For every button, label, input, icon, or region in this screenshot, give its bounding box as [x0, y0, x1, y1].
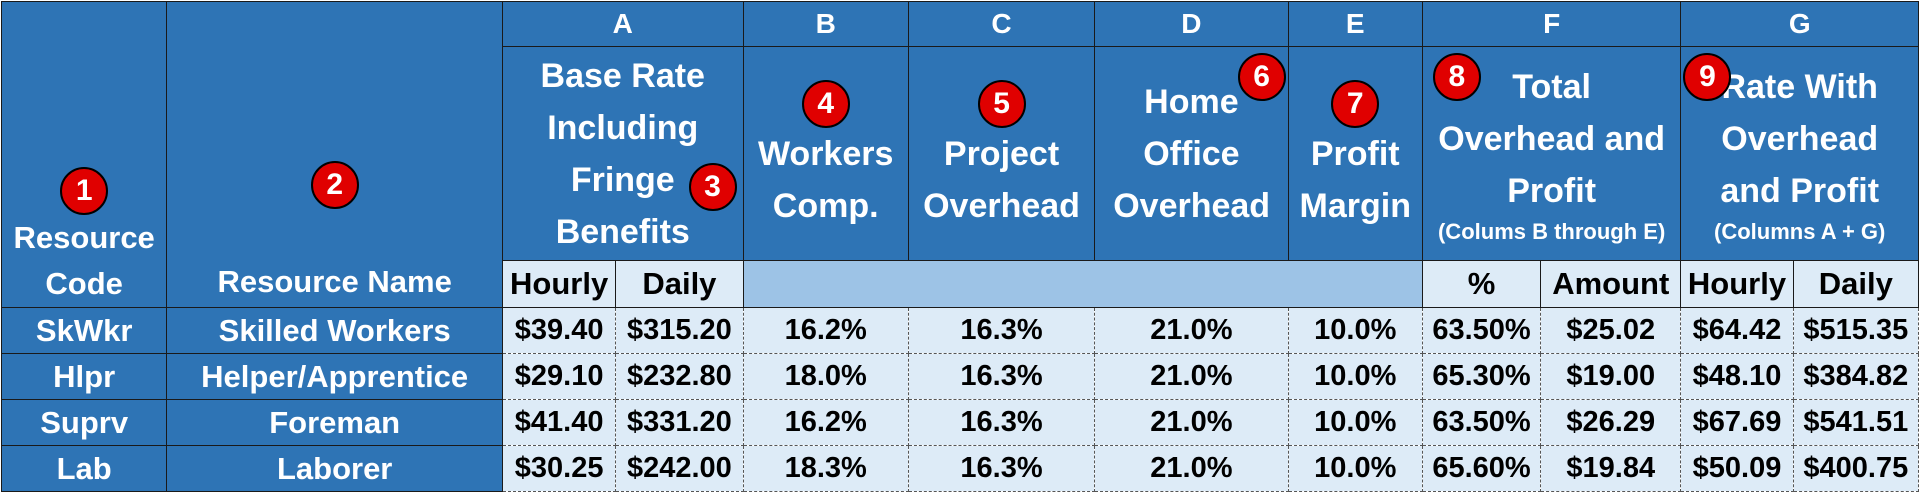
unit-a-hourly: Hourly: [502, 260, 617, 308]
resource-name-cell: Foreman: [166, 399, 504, 446]
b-cell: 18.0%: [742, 353, 909, 400]
badge-9: 9: [1683, 53, 1732, 101]
column-a-title: Base Rate Including Fringe Benefits: [540, 56, 705, 251]
a-daily-cell: $232.80: [615, 353, 744, 400]
resource-name-cell: Helper/Apprentice: [166, 353, 504, 400]
column-g-title: Rate With Overhead and Profit: [1720, 67, 1880, 210]
unit-g-hourly: Hourly: [1680, 260, 1794, 308]
f-amount-cell: $19.00: [1540, 353, 1682, 400]
column-d-title: Home Office Overhead: [1113, 82, 1271, 225]
column-letter-g: G: [1680, 1, 1919, 47]
f-amount-cell: $25.02: [1540, 307, 1682, 354]
d-cell: 21.0%: [1094, 445, 1289, 492]
column-c-title: Project Overhead: [923, 134, 1080, 225]
g-daily-cell: $515.35: [1792, 307, 1920, 354]
a-daily-cell: $242.00: [615, 445, 744, 492]
column-f-title: Total Overhead and Profit: [1438, 67, 1666, 210]
e-cell: 10.0%: [1287, 307, 1423, 354]
column-letter-a: A: [502, 1, 744, 47]
resource-code-title: Resource Code: [13, 220, 155, 301]
column-a-header: Base Rate Including Fringe Benefits 3: [502, 46, 744, 261]
table-row: Lab Laborer $30.25 $242.00 18.3% 16.3% 2…: [0, 445, 1920, 492]
badge-5: 5: [977, 79, 1026, 128]
g-daily-cell: $541.51: [1792, 399, 1920, 446]
badge-2: 2: [310, 161, 359, 209]
column-g-note: (Columns A + G): [1714, 218, 1886, 244]
g-hourly-cell: $64.42: [1680, 307, 1794, 354]
resource-code-cell: Hlpr: [0, 353, 168, 400]
column-g-header: 9 Rate With Overhead and Profit (Columns…: [1680, 46, 1919, 261]
e-cell: 10.0%: [1287, 399, 1423, 446]
table-row: SkWkr Skilled Workers $39.40 $315.20 16.…: [0, 307, 1920, 354]
b-cell: 16.2%: [742, 307, 909, 354]
table-row: Suprv Foreman $41.40 $331.20 16.2% 16.3%…: [0, 399, 1920, 446]
a-hourly-cell: $29.10: [502, 353, 617, 400]
column-d-header: Home Office Overhead 6: [1094, 46, 1289, 261]
resource-name-header: 2 Resource Name: [166, 1, 504, 308]
badge-4: 4: [801, 79, 850, 128]
column-e-header: 7 Profit Margin: [1287, 46, 1423, 261]
resource-name-cell: Skilled Workers: [166, 307, 504, 354]
column-letter-c: C: [907, 1, 1096, 47]
f-pct-cell: 65.30%: [1421, 353, 1542, 400]
f-pct-cell: 65.60%: [1421, 445, 1542, 492]
badge-3: 3: [688, 163, 737, 211]
c-cell: 16.3%: [907, 353, 1096, 400]
g-hourly-cell: $48.10: [1680, 353, 1794, 400]
resource-code-header: 1 Resource Code: [0, 1, 168, 308]
unit-g-daily: Daily: [1792, 260, 1920, 308]
column-b-header: 4 Workers Comp.: [742, 46, 909, 261]
d-cell: 21.0%: [1094, 307, 1289, 354]
unit-f-amount: Amount: [1540, 260, 1682, 308]
a-hourly-cell: $30.25: [502, 445, 617, 492]
f-pct-cell: 63.50%: [1421, 399, 1542, 446]
table-row: Hlpr Helper/Apprentice $29.10 $232.80 18…: [0, 353, 1920, 400]
d-cell: 21.0%: [1094, 399, 1289, 446]
b-cell: 16.2%: [742, 399, 909, 446]
resource-code-cell: Lab: [0, 445, 168, 492]
a-daily-cell: $331.20: [615, 399, 744, 446]
f-amount-cell: $19.84: [1540, 445, 1682, 492]
b-cell: 18.3%: [742, 445, 909, 492]
a-hourly-cell: $39.40: [502, 307, 617, 354]
column-letter-e: E: [1287, 1, 1423, 47]
d-cell: 21.0%: [1094, 353, 1289, 400]
c-cell: 16.3%: [907, 445, 1096, 492]
c-cell: 16.3%: [907, 307, 1096, 354]
badge-7: 7: [1331, 79, 1380, 128]
e-cell: 10.0%: [1287, 445, 1423, 492]
g-hourly-cell: $67.69: [1680, 399, 1794, 446]
a-hourly-cell: $41.40: [502, 399, 617, 446]
badge-6: 6: [1237, 53, 1286, 101]
column-b-title: Workers Comp.: [757, 134, 894, 225]
unit-a-daily: Daily: [615, 260, 744, 308]
g-hourly-cell: $50.09: [1680, 445, 1794, 492]
column-c-header: 5 Project Overhead: [907, 46, 1096, 261]
resource-name-cell: Laborer: [166, 445, 504, 492]
column-letter-d: D: [1094, 1, 1289, 47]
f-amount-cell: $26.29: [1540, 399, 1682, 446]
g-daily-cell: $384.82: [1792, 353, 1920, 400]
a-daily-cell: $315.20: [615, 307, 744, 354]
unit-blank-band: [742, 260, 1423, 308]
column-f-header: 8 Total Overhead and Profit (Colums B th…: [1421, 46, 1682, 261]
c-cell: 16.3%: [907, 399, 1096, 446]
badge-8: 8: [1432, 53, 1481, 101]
resource-code-cell: Suprv: [0, 399, 168, 446]
badge-1: 1: [60, 167, 109, 215]
column-letter-b: B: [742, 1, 909, 47]
resource-code-cell: SkWkr: [0, 307, 168, 354]
unit-f-pct: %: [1421, 260, 1542, 308]
column-e-title: Profit Margin: [1299, 134, 1411, 225]
e-cell: 10.0%: [1287, 353, 1423, 400]
resource-name-title: Resource Name: [217, 264, 452, 299]
column-f-note: (Colums B through E): [1437, 218, 1666, 244]
g-daily-cell: $400.75: [1792, 445, 1920, 492]
column-letter-f: F: [1421, 1, 1682, 47]
f-pct-cell: 63.50%: [1421, 307, 1542, 354]
